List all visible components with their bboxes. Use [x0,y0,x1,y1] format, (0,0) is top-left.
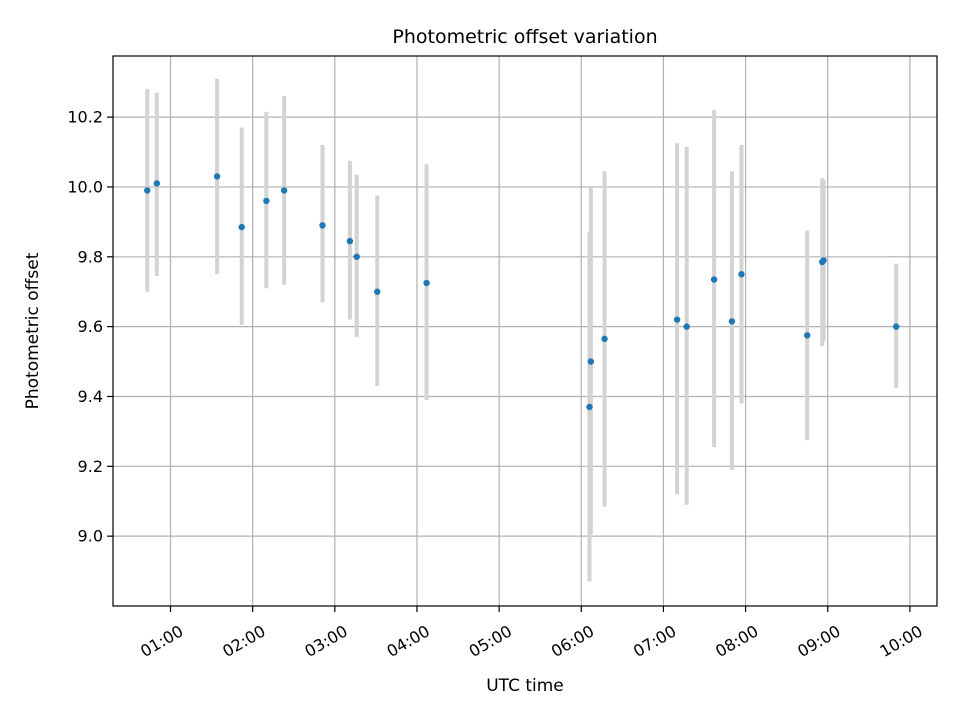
y-tick-label: 9.2 [78,457,103,476]
plot-frame [112,55,938,607]
chart-title: Photometric offset variation [392,26,657,48]
data-point [586,403,593,411]
x-axis-label: UTC time [486,676,564,696]
data-point [346,237,354,245]
data-point [738,271,745,278]
data-point [601,335,608,343]
y-tick-label: 10.0 [67,177,103,196]
data-point [587,358,595,365]
data-point [710,276,718,283]
data-point [728,318,736,325]
data-point [319,222,326,229]
data-point [280,187,288,194]
data-point [673,316,681,323]
y-tick-label: 9.8 [78,247,103,266]
data-point [153,180,161,187]
y-tick-label: 9.0 [78,527,103,546]
data-point [353,253,360,260]
data-point [263,197,270,205]
y-axis-label: Photometric offset [23,252,43,409]
data-point [820,257,827,264]
data-point [803,332,811,339]
y-axis-ticks: 9.0 9.2 9.4 9.6 9.8 10.0 10.2 [67,108,113,546]
y-tick-label: 9.6 [78,317,103,336]
data-point [238,223,245,231]
y-tick-label: 9.4 [78,387,103,406]
data-point [213,173,221,180]
data-point [374,288,381,295]
y-tick-label: 10.2 [67,108,103,127]
data-point [423,279,430,287]
gridlines [113,56,937,606]
data-point [144,187,151,194]
data-point [892,323,900,330]
data-points [144,173,900,411]
data-point [683,323,690,330]
